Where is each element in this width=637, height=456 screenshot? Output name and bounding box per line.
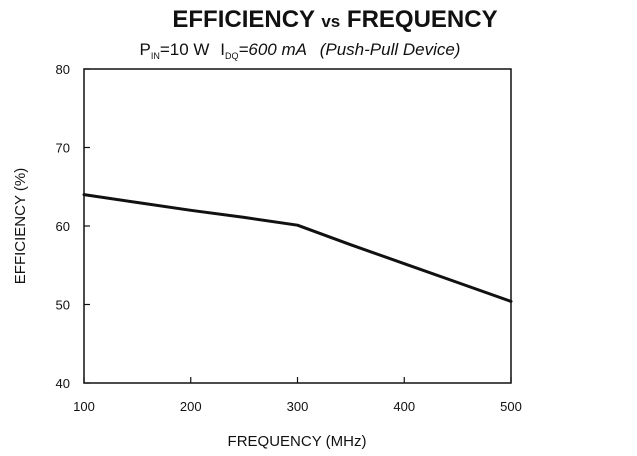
x-tick-label: 400 <box>393 399 415 414</box>
x-tick-label: 300 <box>287 399 309 414</box>
y-tick-label: 40 <box>56 376 70 391</box>
y-tick-label: 60 <box>56 219 70 234</box>
x-tick-label: 200 <box>180 399 202 414</box>
chart-title: EFFICIENCY vs FREQUENCY <box>172 6 497 33</box>
subtitle-idq-value: =600 mA <box>238 40 307 59</box>
title-part-vs: vs <box>321 12 340 31</box>
subtitle-pin-value: =10 W <box>160 40 210 59</box>
x-tick-label: 100 <box>73 399 95 414</box>
y-tick-label: 50 <box>56 298 70 313</box>
chart-subtitle: PIN=10 W IDQ=600 mA (Push-Pull Device) <box>140 40 461 61</box>
series-line <box>82 193 513 303</box>
subtitle-idq-subscript: DQ <box>225 51 239 61</box>
title-part-efficiency: EFFICIENCY <box>172 6 315 33</box>
subtitle-device: (Push-Pull Device) <box>320 40 461 59</box>
subtitle-idq-symbol: I <box>220 40 225 59</box>
y-tick-label: 70 <box>56 141 70 156</box>
y-tick-label: 80 <box>56 62 70 77</box>
series-group <box>82 193 513 303</box>
subtitle-pin-symbol: P <box>140 40 151 59</box>
x-axis: 100 200 300 400 500 <box>73 377 522 414</box>
y-axis: 40 50 60 70 80 <box>56 62 90 391</box>
x-tick-label: 500 <box>500 399 522 414</box>
subtitle-pin-subscript: IN <box>151 51 160 61</box>
x-axis-label: FREQUENCY (MHz) <box>228 433 367 450</box>
y-axis-label: EFFICIENCY (%) <box>12 168 29 284</box>
title-part-frequency: FREQUENCY <box>347 6 498 33</box>
